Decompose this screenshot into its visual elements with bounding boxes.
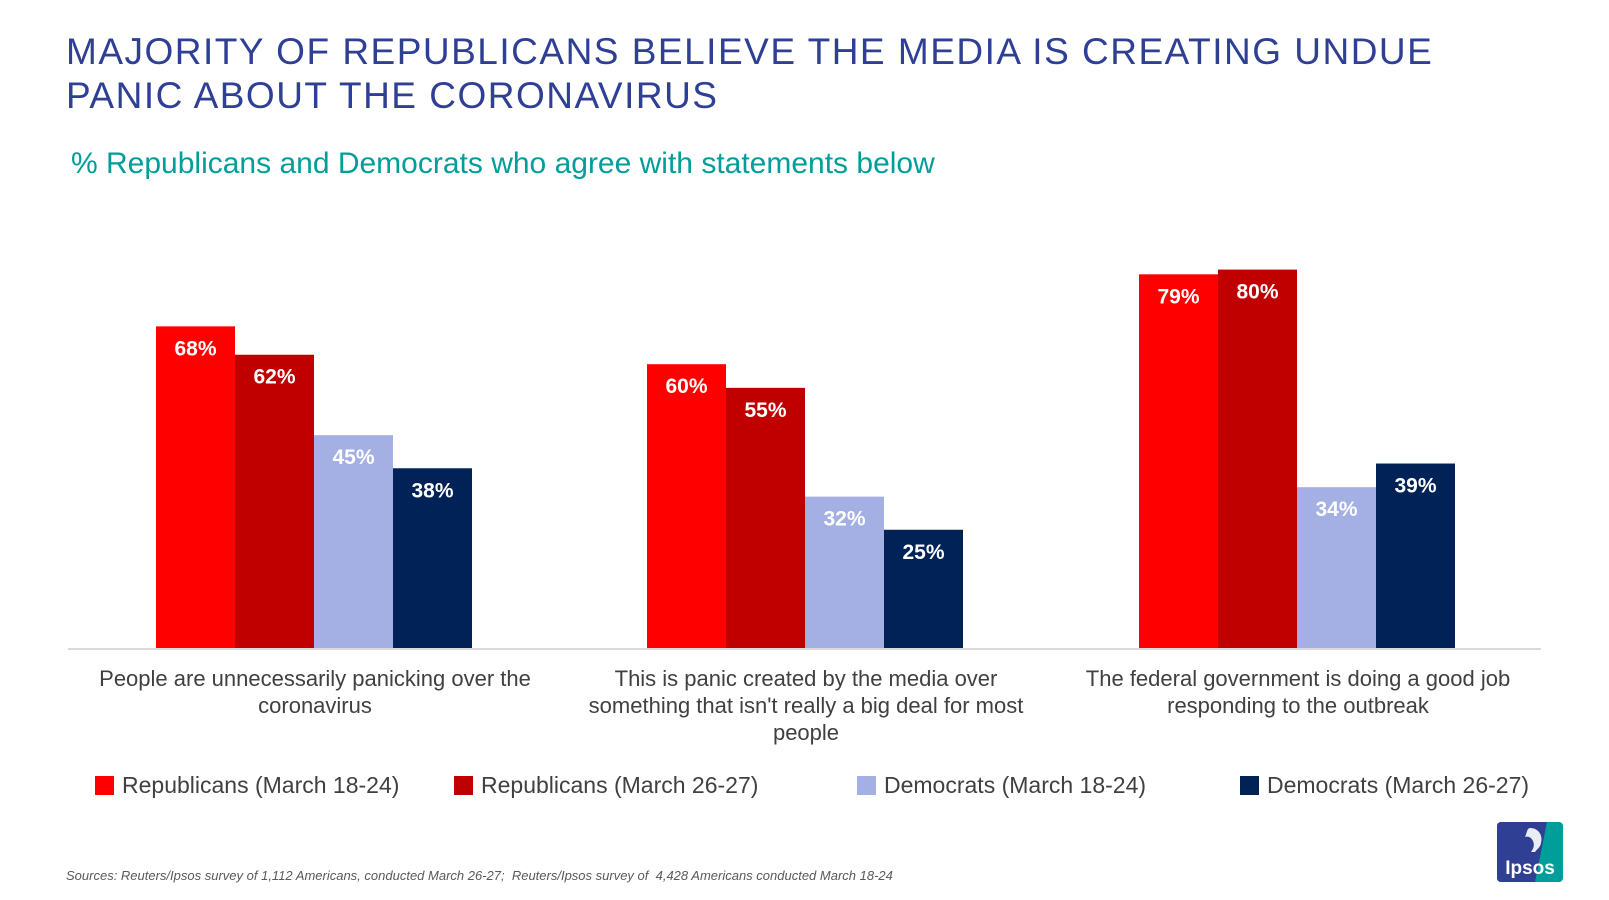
bar-value-label: 45% [332,446,374,469]
legend-item-2: Republicans (March 26-27) [454,770,758,800]
page-title: MAJORITY OF REPUBLICANS BELIEVE THE MEDI… [66,31,1434,116]
legend-swatch [454,775,473,795]
bar-1-cat-2 [647,364,726,648]
legend-label: Republicans (March 26-27) [481,771,759,798]
bar-3-cat-2 [805,496,884,648]
bars-layer: 68% 62% 45% 38% 60% 55% 32% 25% 79% 80% 34% 39% [156,269,1455,648]
bar-value-label: 55% [744,399,786,422]
category-label-1-line-2: coronavirus [258,693,372,718]
category-labels-layer: People are unnecessarily panicking over … [99,666,1510,745]
bar-3-cat-1 [314,435,393,648]
bar-2-cat-2 [726,387,805,648]
category-label-3-line-2: responding to the outbreak [1167,693,1430,718]
legend-label: Democrats (March 18-24) [884,771,1147,798]
legend-item-1: Republicans (March 18-24) [95,770,399,800]
category-label-3-line-1: The federal government is doing a good j… [1086,666,1510,691]
logo-text: Ipsos [1505,858,1555,879]
legend-item-4: Democrats (March 26-27) [1240,770,1529,800]
logo-head-icon [1525,828,1542,852]
bar-3-cat-3 [1297,487,1376,648]
ipsos-logo: Ipsos [1497,822,1563,882]
bar-1-cat-1 [156,326,235,648]
bar-value-label: 62% [253,366,295,389]
legend-swatch [1240,775,1259,795]
category-label-1-line-1: People are unnecessarily panicking over … [99,666,531,691]
source-note: Sources: Reuters/Ipsos survey of 1,112 A… [66,868,893,883]
chart-subtitle: % Republicans and Democrats who agree wi… [71,147,935,180]
legend-label: Republicans (March 18-24) [122,771,400,798]
bar-value-label: 39% [1394,475,1436,498]
bar-4-cat-2 [884,529,963,648]
legend-swatch [95,775,114,795]
bar-1-cat-3 [1139,274,1218,648]
bar-value-label: 68% [174,337,216,360]
bar-2-cat-3 [1218,269,1297,648]
legend-item-3: Democrats (March 18-24) [857,770,1146,800]
bar-4-cat-1 [393,468,472,648]
category-label-2-line-1: This is panic created by the media over [615,666,998,691]
bar-value-label: 34% [1315,498,1357,521]
bar-value-label: 60% [665,375,707,398]
bar-value-label: 25% [902,541,944,564]
bar-value-label: 38% [411,479,453,502]
category-label-2-line-2: something that isn't really a big deal f… [589,693,1024,718]
category-label-2-line-3: people [773,720,839,745]
bar-value-label: 32% [823,508,865,531]
bar-value-label: 80% [1236,281,1278,304]
bar-value-label: 79% [1157,285,1199,308]
legend-label: Democrats (March 26-27) [1267,771,1530,798]
bar-4-cat-3 [1376,463,1455,648]
legend-swatch [857,775,876,795]
bar-2-cat-1 [235,354,314,648]
chart-legend: Republicans (March 18-24) Republicans (Ma… [95,770,1565,800]
